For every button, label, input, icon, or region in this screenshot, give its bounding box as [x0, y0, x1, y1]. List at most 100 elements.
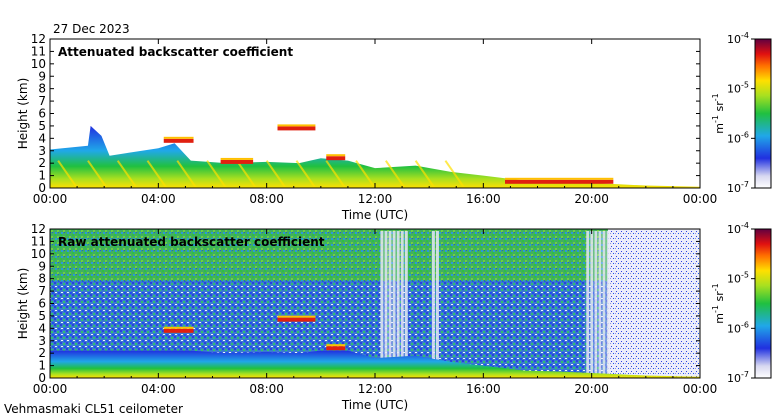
y-tick-label: 8	[38, 272, 46, 286]
noisy-column	[384, 231, 388, 378]
y-tick-label: 2	[38, 156, 46, 170]
cloud-layer-edge	[505, 177, 614, 180]
noisy-column	[392, 231, 396, 378]
x-tick-label: 04:00	[141, 192, 176, 206]
y-tick-label: 11	[31, 44, 46, 58]
x-tick-label: 00:00	[683, 192, 718, 206]
y-tick-label: 2	[38, 346, 46, 360]
cloud-layer	[505, 179, 614, 184]
colorbar	[754, 228, 772, 379]
aerosol-streak	[57, 160, 78, 188]
aerosol-streak	[325, 160, 347, 188]
cloud-layer-edge	[220, 157, 254, 160]
y-tick-label: 4	[38, 131, 46, 145]
x-tick-label: 08:00	[249, 192, 284, 206]
colorbar-tick-label: 10-7	[727, 370, 749, 385]
aerosol-streak	[146, 160, 168, 188]
x-tick-label: 20:00	[574, 192, 609, 206]
x-tick-label: 16:00	[466, 192, 501, 206]
cloud-layer-edge	[163, 326, 194, 329]
noisy-column	[396, 231, 400, 378]
y-tick-label: 4	[38, 321, 46, 335]
noisy-column	[594, 231, 598, 378]
x-axis-label: Time (UTC)	[341, 208, 408, 222]
aerosol-streak	[87, 160, 108, 188]
y-tick-label: 0	[38, 181, 46, 195]
y-tick-label: 5	[38, 309, 46, 323]
plot-area-1	[50, 229, 700, 378]
cloud-layer	[326, 156, 346, 161]
y-axis-label: Height (km)	[16, 78, 30, 149]
cloud-layer-edge	[277, 315, 316, 318]
x-tick-label: 00:00	[33, 382, 68, 396]
colorbar-tick-label: 10-4	[727, 31, 749, 46]
aerosol-streak	[295, 160, 317, 188]
noisy-column	[602, 231, 606, 378]
aerosol-streak	[355, 160, 376, 188]
x-tick-label: 12:00	[358, 382, 393, 396]
cloud-layer	[277, 317, 316, 322]
cloud-layer-edge	[277, 124, 316, 127]
colorbar-tick-label: 10-6	[727, 130, 749, 145]
y-tick-label: 7	[38, 94, 46, 108]
y-tick-label: 8	[38, 82, 46, 96]
y-tick-label: 7	[38, 284, 46, 298]
aerosol-streak	[176, 160, 198, 188]
y-tick-label: 10	[31, 247, 46, 261]
x-axis-label: Time (UTC)	[341, 398, 408, 412]
aerosol-streak	[265, 160, 287, 188]
aerosol-streak	[385, 160, 406, 188]
cloud-layer	[163, 328, 194, 333]
panel-title: Raw attenuated backscatter coefficient	[58, 235, 325, 249]
y-tick-label: 10	[31, 57, 46, 71]
colorbar-tick-label: 10-4	[727, 221, 749, 236]
cloud-layer	[220, 159, 254, 164]
noisy-column	[586, 231, 590, 378]
cloud-layer	[277, 126, 316, 131]
aerosol-streak	[236, 160, 257, 188]
aerosol-streak	[206, 160, 227, 188]
x-tick-label: 04:00	[141, 382, 176, 396]
y-tick-label: 9	[38, 69, 46, 83]
noisy-column	[431, 231, 435, 378]
y-tick-label: 6	[38, 107, 46, 121]
cloud-layer	[163, 138, 194, 143]
colorbar-tick-label: 10-5	[727, 81, 749, 96]
y-tick-label: 6	[38, 297, 46, 311]
noisy-column	[380, 231, 384, 378]
colorbar	[754, 38, 772, 189]
colorbar-unit-label: m-1 sr-1	[711, 283, 726, 323]
x-tick-label: 00:00	[33, 192, 68, 206]
y-tick-label: 11	[31, 234, 46, 248]
y-tick-label: 5	[38, 119, 46, 133]
plot-area-0	[50, 39, 700, 188]
y-tick-label: 12	[31, 222, 46, 236]
x-tick-label: 12:00	[358, 192, 393, 206]
y-tick-label: 1	[38, 359, 46, 373]
x-tick-label: 20:00	[574, 382, 609, 396]
colorbar-tick-label: 10-6	[727, 320, 749, 335]
noisy-column	[590, 231, 594, 378]
noisy-column	[606, 231, 610, 378]
noisy-column	[598, 231, 602, 378]
y-tick-label: 3	[38, 144, 46, 158]
cloud-layer	[326, 346, 346, 351]
y-tick-label: 1	[38, 169, 46, 183]
x-tick-label: 08:00	[249, 382, 284, 396]
colorbar-unit-label: m-1 sr-1	[711, 93, 726, 133]
aerosol-streak	[414, 160, 436, 188]
y-axis-label: Height (km)	[16, 268, 30, 339]
cloud-layer-edge	[326, 154, 346, 157]
x-tick-label: 16:00	[466, 382, 501, 396]
date-label: 27 Dec 2023	[53, 22, 130, 36]
panel-title: Attenuated backscatter coefficient	[58, 45, 293, 59]
noisy-column	[404, 231, 408, 378]
boundary-layer-signal	[50, 350, 700, 378]
cloud-layer-edge	[163, 136, 194, 139]
aerosol-streak	[444, 160, 466, 188]
colorbar-tick-label: 10-5	[727, 271, 749, 286]
aerosol-streak	[116, 160, 138, 188]
